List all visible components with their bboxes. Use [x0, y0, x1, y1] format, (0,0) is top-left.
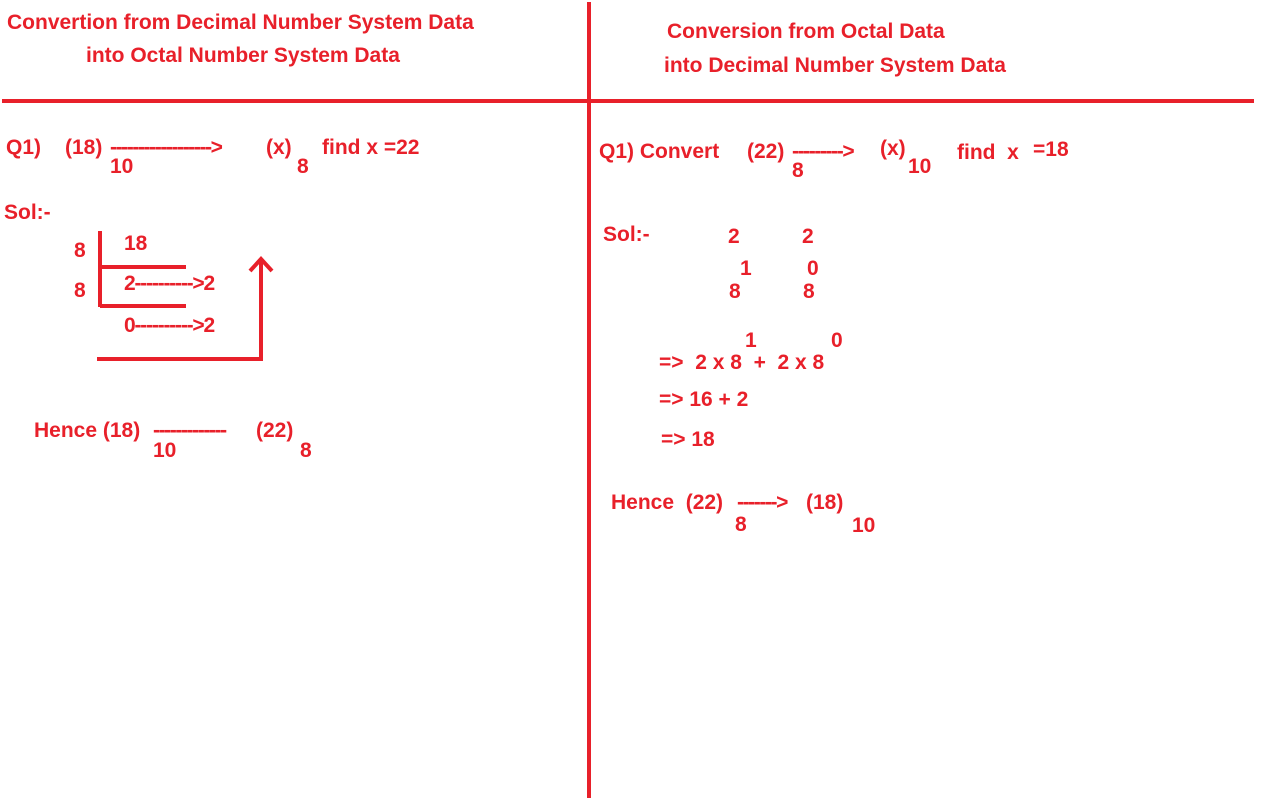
right-question-arrow: ---------> [792, 140, 855, 163]
right-hence-base-to: 10 [852, 514, 876, 537]
left-title-line1: Convertion from Decimal Number System Da… [7, 11, 474, 34]
right-title-line2: into Decimal Number System Data [664, 54, 1006, 77]
right-question-label: Q1) Convert [599, 140, 720, 163]
right-power-1: 1 [740, 257, 752, 280]
right-question-source-base: 8 [792, 159, 804, 182]
right-question-target-base: 10 [908, 155, 932, 178]
left-hence-base-from: 10 [153, 439, 177, 462]
right-hence-arrow: -------> [737, 491, 788, 514]
right-digit-2: 2 [802, 225, 814, 248]
left-hence-base-to: 8 [300, 439, 312, 462]
left-question-target: (x) [266, 136, 292, 159]
right-solution-label: Sol:- [603, 223, 650, 246]
right-question-answer: =18 [1033, 138, 1069, 161]
left-question-source: (18) [65, 136, 103, 159]
left-question-label: Q1) [6, 136, 42, 159]
left-hence-dashes: ------------- [153, 419, 227, 442]
right-hence-to: (18) [806, 491, 844, 514]
right-title-line1: Conversion from Octal Data [667, 20, 945, 43]
left-title-line2: into Octal Number System Data [86, 44, 400, 67]
left-last-row: 0---------->2 [124, 314, 215, 337]
left-divisor-2: 8 [74, 279, 86, 302]
left-question-source-base: 10 [110, 155, 134, 178]
right-hence-base-from: 8 [735, 513, 747, 536]
right-hence-prefix: Hence (22) [611, 491, 724, 514]
right-base-1: 8 [729, 280, 741, 303]
left-dividend: 18 [124, 232, 148, 255]
left-solution-label: Sol:- [4, 201, 51, 224]
left-question-arrow: ------------------> [110, 136, 223, 159]
right-question-target: (x) [880, 137, 906, 160]
right-step1-power-b: 0 [831, 329, 843, 352]
left-quotient-row: 2---------->2 [124, 272, 215, 295]
right-power-2: 0 [807, 257, 819, 280]
left-question-find: find x =22 [322, 136, 420, 159]
left-hence-prefix: Hence (18) [34, 419, 141, 442]
read-upwards-arrow-line [97, 262, 263, 361]
right-question-find: find x [957, 141, 1019, 164]
left-divisor-1: 8 [74, 239, 86, 262]
right-question-source: (22) [747, 140, 785, 163]
right-step3: => 18 [661, 428, 715, 451]
right-digit-1: 2 [728, 225, 740, 248]
left-question-target-base: 8 [297, 155, 309, 178]
right-step1-expr: => 2 x 8 + 2 x 8 [659, 351, 825, 374]
right-step2: => 16 + 2 [659, 388, 749, 411]
right-base-2: 8 [803, 280, 815, 303]
left-hence-to: (22) [256, 419, 294, 442]
right-step1-power-a: 1 [745, 329, 757, 352]
read-upwards-arrow-head [248, 256, 274, 273]
